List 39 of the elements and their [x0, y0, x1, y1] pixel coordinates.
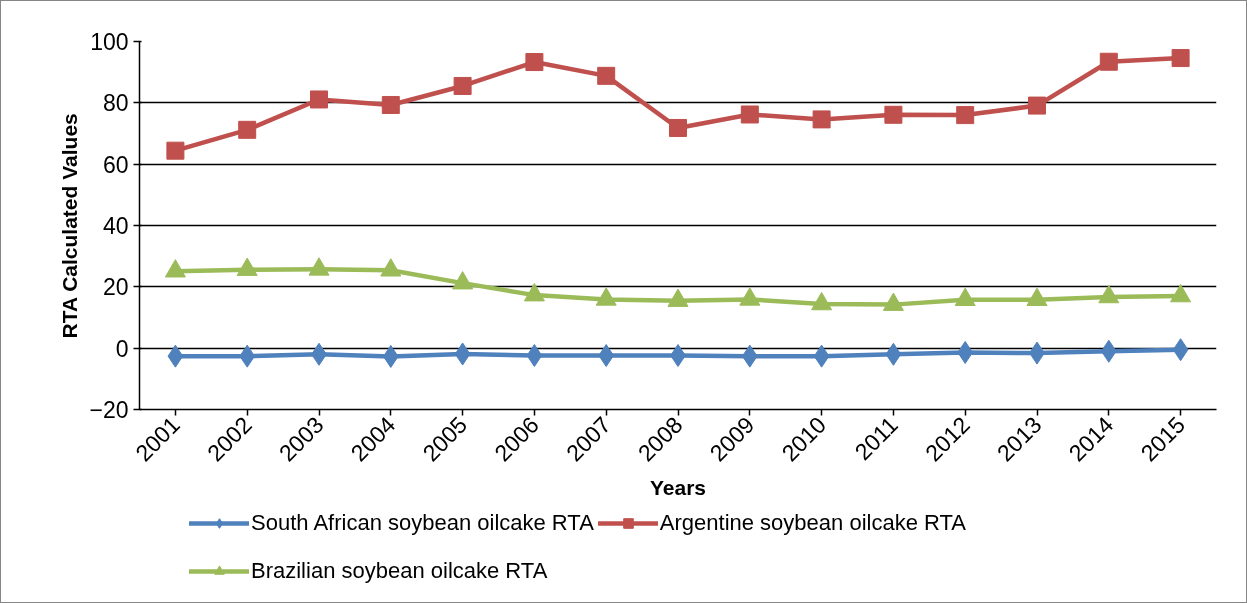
- y-tick-label: 40: [102, 213, 129, 239]
- point: [597, 66, 616, 85]
- point: [1028, 96, 1046, 115]
- legend-label: South African soybean oilcake RTA: [251, 510, 594, 536]
- point: [453, 76, 472, 95]
- legend-label: Argentine soybean oilcake RTA: [659, 510, 966, 536]
- point: [1100, 339, 1117, 363]
- legend-label: Brazilian soybean oilcake RTA: [251, 558, 548, 584]
- point: [239, 344, 256, 368]
- point: [813, 344, 830, 368]
- y-tick-label: 20: [102, 274, 129, 301]
- y-tick-label: 80: [102, 90, 129, 117]
- x-axis-title: Years: [649, 475, 707, 499]
- point: [740, 105, 759, 124]
- point: [310, 90, 328, 109]
- point: [812, 110, 831, 129]
- point: [956, 106, 975, 125]
- y-tick-label: −20: [89, 397, 129, 423]
- point: [669, 118, 687, 137]
- point: [1172, 338, 1189, 362]
- point: [1171, 49, 1190, 68]
- point: [526, 344, 543, 368]
- point: [238, 120, 257, 139]
- point: [741, 344, 758, 368]
- y-tick-label: 0: [115, 335, 129, 362]
- point: [1099, 52, 1118, 71]
- point: [454, 342, 471, 366]
- point: [884, 105, 903, 124]
- y-axis-title: RTA Calculated Values: [58, 113, 82, 339]
- point: [525, 53, 544, 72]
- point: [957, 340, 974, 364]
- point: [382, 344, 399, 368]
- point: [166, 141, 185, 160]
- point: [381, 95, 400, 114]
- y-tick-label: 100: [90, 29, 129, 55]
- y-tick-label: 60: [102, 151, 129, 178]
- point: [598, 344, 615, 368]
- point: [885, 342, 902, 366]
- point: [167, 344, 184, 368]
